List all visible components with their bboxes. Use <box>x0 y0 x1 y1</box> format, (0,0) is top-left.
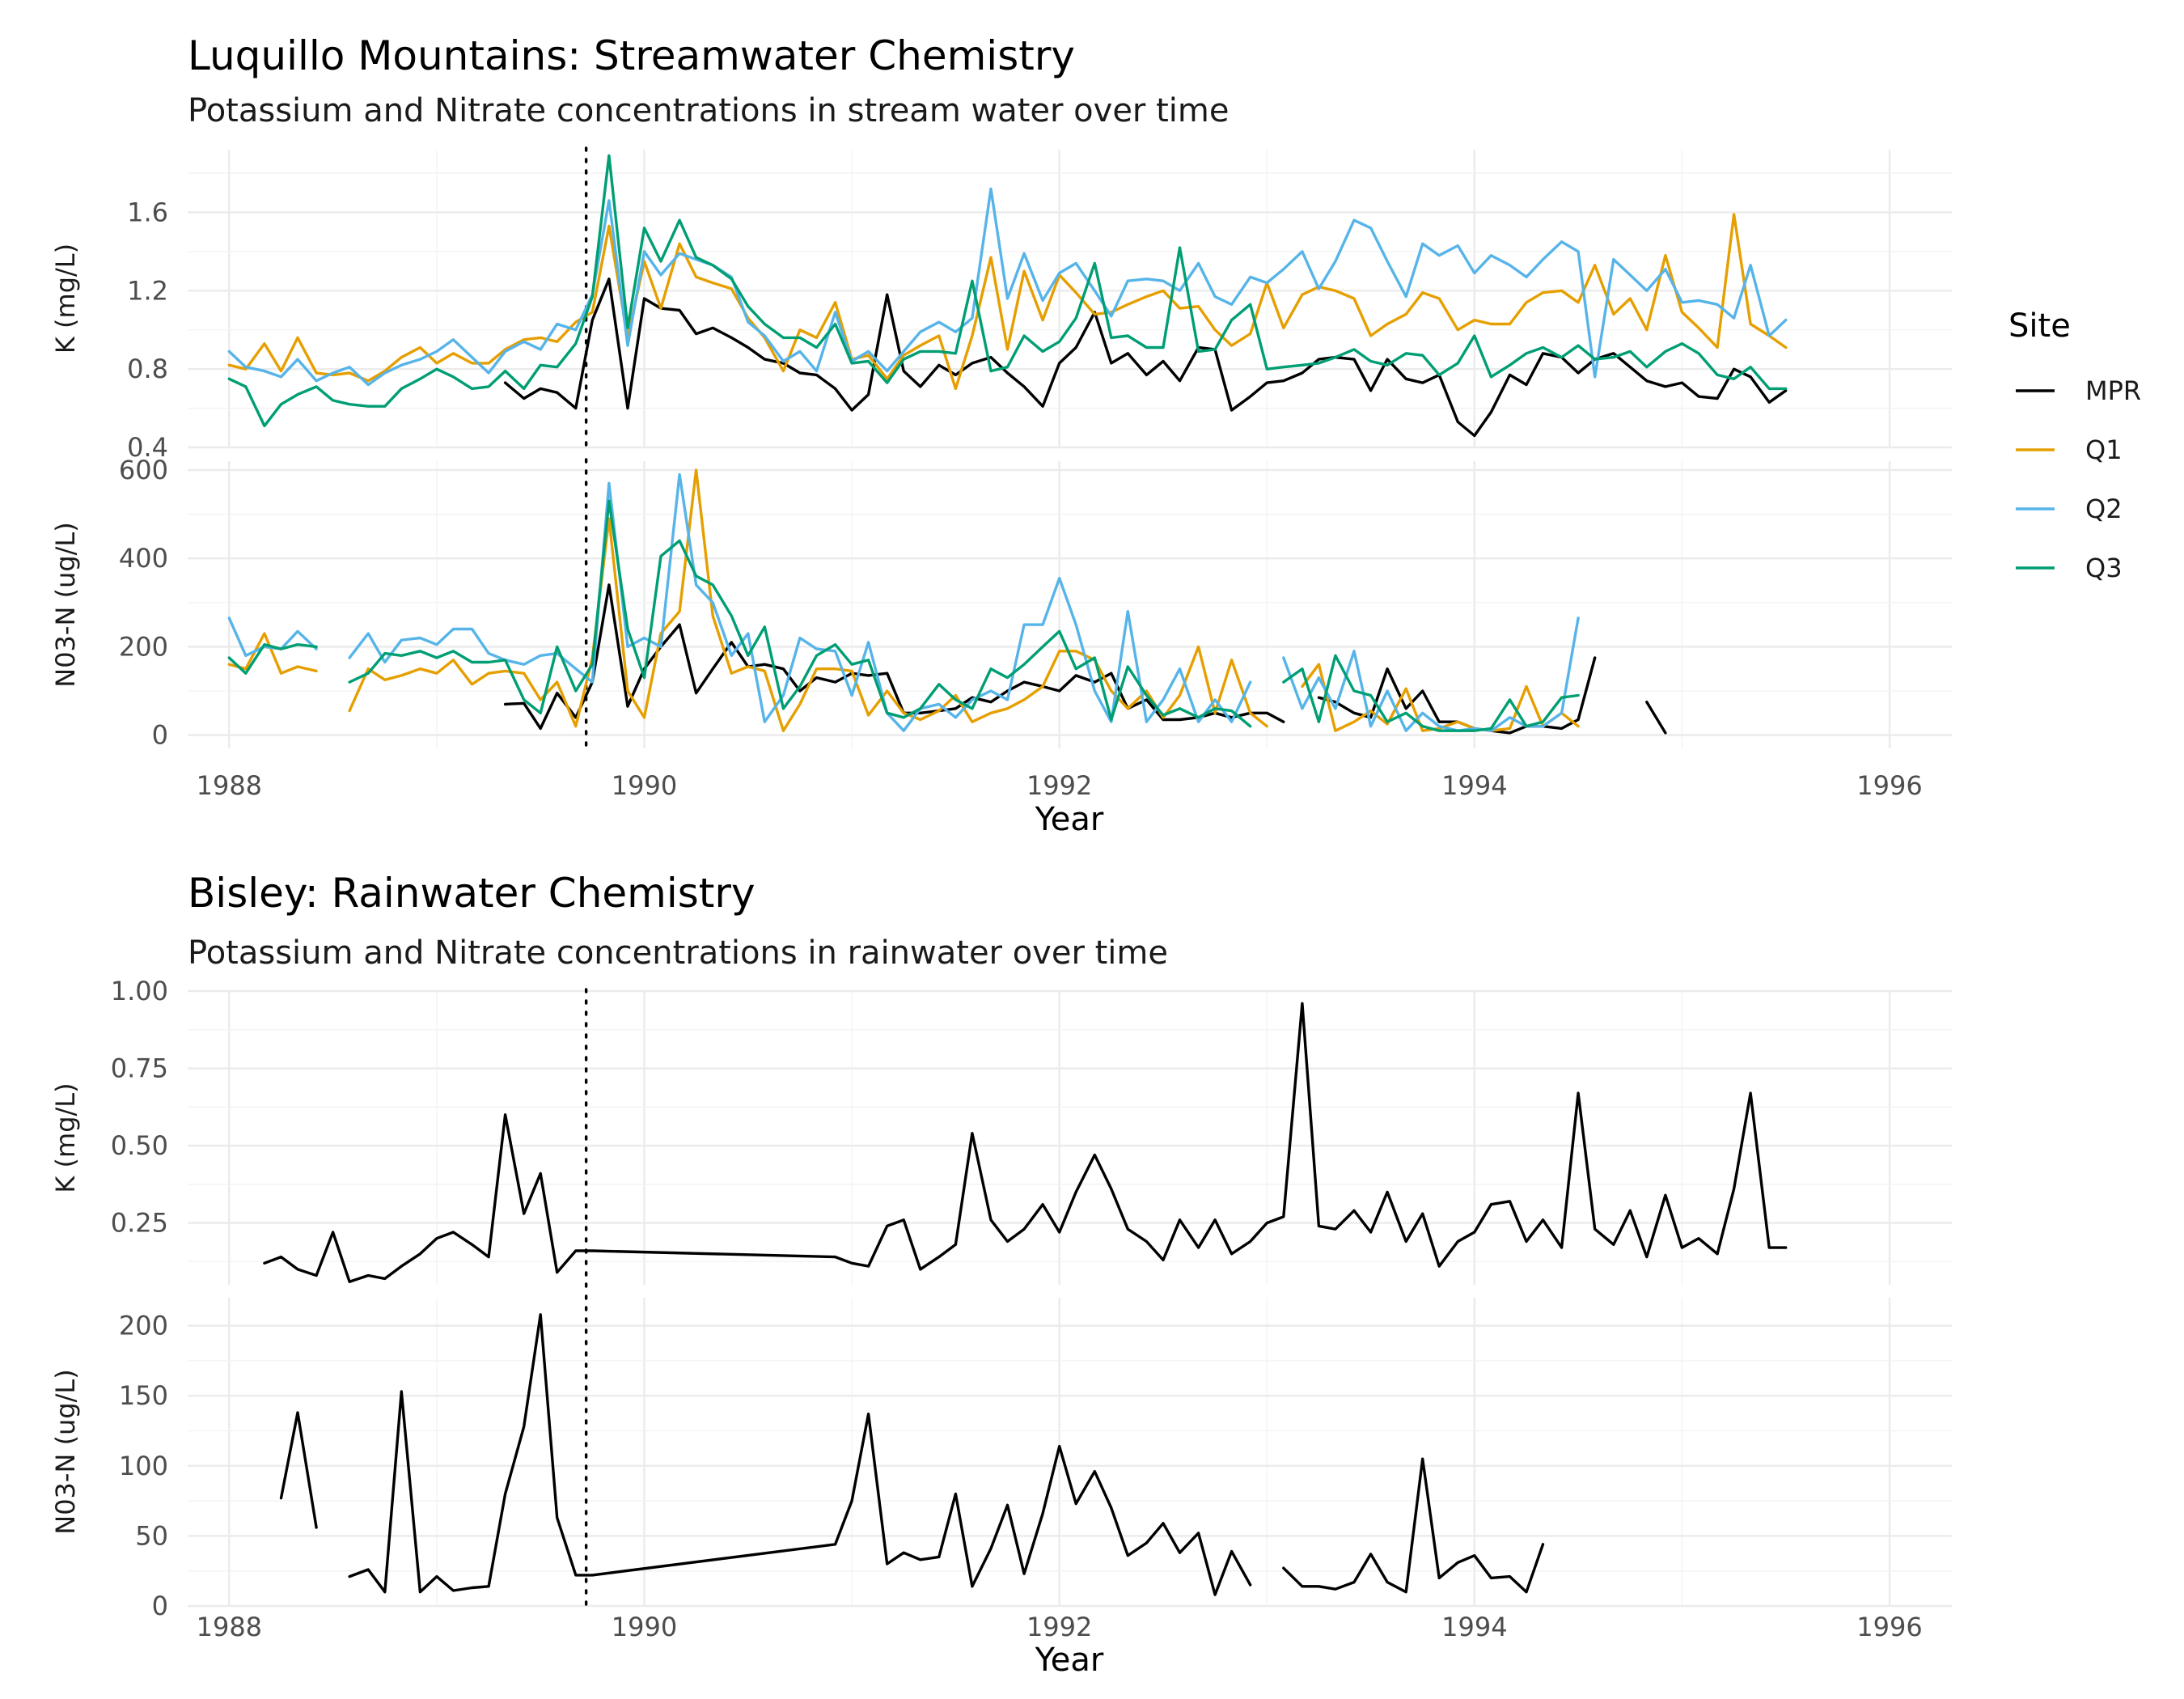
rainwater-subtitle: Potassium and Nitrate concentrations in … <box>188 934 1168 972</box>
y-tick-label: 0 <box>152 720 168 751</box>
y-axis-label: K (mg/L) <box>50 1083 81 1193</box>
series-line-q1 <box>227 632 318 675</box>
y-axis-label: K (mg/L) <box>50 244 81 354</box>
rainwater-title: Bisley: Rainwater Chemistry <box>188 870 756 917</box>
site-legend: Site MPR Q1 Q2 Q3 <box>2008 307 2141 583</box>
y-tick-label: 150 <box>119 1380 168 1411</box>
y-tick-label: 1.00 <box>111 976 168 1006</box>
x-tick-label: 1990 <box>612 770 677 801</box>
y-tick-label: 200 <box>119 631 168 662</box>
panel-1-1: 0 50 100 150 200 N03-N (ug/L) <box>50 1294 1952 1621</box>
x-tick-label: 1992 <box>1026 770 1092 801</box>
y-tick-label: 0.25 <box>111 1208 168 1239</box>
series-line-q2 <box>227 187 1788 387</box>
series-line-mpr <box>1645 701 1667 735</box>
streamwater-title: Luquillo Mountains: Streamwater Chemistr… <box>188 32 1075 79</box>
x-tick-label: 1988 <box>197 770 262 801</box>
x-tick-label: 1996 <box>1856 770 1922 801</box>
x-tick-label: 1994 <box>1441 1612 1507 1642</box>
series-line-q2 <box>348 472 1252 732</box>
y-tick-label: 600 <box>119 455 168 485</box>
y-axis-label: N03-N (ug/L) <box>50 522 81 687</box>
legend-label: MPR <box>2085 375 2141 406</box>
y-tick-label: 1.6 <box>127 197 168 227</box>
series-line-q1 <box>1301 663 1580 732</box>
series-line-q1 <box>348 468 1268 732</box>
y-tick-label: 200 <box>119 1311 168 1341</box>
series-line-q3 <box>348 499 1252 728</box>
panel-1-0: 0.25 0.50 0.75 1.00 K (mg/L) <box>50 976 1952 1288</box>
legend-label: Q3 <box>2085 553 2123 583</box>
legend-label: Q2 <box>2085 494 2123 524</box>
streamwater-x-axis-title: Year <box>1035 801 1104 838</box>
streamwater-subtitle: Potassium and Nitrate concentrations in … <box>188 92 1229 129</box>
y-axis-label: N03-N (ug/L) <box>50 1369 81 1534</box>
series-line-q3 <box>227 643 318 675</box>
legend-title: Site <box>2008 307 2071 345</box>
series-line-mpr <box>503 278 1788 438</box>
panel-0-1: 0 200 400 600 N03-N (ug/L) <box>50 455 1952 752</box>
series-line-mpr <box>1282 1457 1545 1594</box>
y-tick-label: 400 <box>119 543 168 574</box>
y-tick-label: 0.8 <box>127 354 168 384</box>
x-tick-label: 1996 <box>1856 1612 1922 1642</box>
series-line-mpr <box>348 1313 1252 1596</box>
rainwater-x-axis-title: Year <box>1035 1642 1104 1679</box>
series-line-mpr <box>263 1002 1788 1283</box>
y-tick-label: 0.4 <box>127 432 168 463</box>
y-tick-label: 1.2 <box>127 275 168 306</box>
legend-label: Q1 <box>2085 434 2123 465</box>
x-tick-label: 1992 <box>1026 1612 1092 1642</box>
y-tick-label: 0 <box>152 1591 168 1621</box>
y-tick-label: 0.75 <box>111 1053 168 1084</box>
x-tick-label: 1988 <box>197 1612 262 1642</box>
series-line-q3 <box>1282 654 1580 732</box>
series-line-q1 <box>227 213 1788 391</box>
x-tick-label: 1990 <box>612 1612 677 1642</box>
panel-0-0: 0.4 0.8 1.2 1.6 K (mg/L) <box>50 146 1952 463</box>
y-tick-label: 100 <box>119 1451 168 1481</box>
rainwater-figure: 0.25 0.50 0.75 1.00 K (mg/L) 0 50 100 150 200 N03-… <box>50 976 1952 1642</box>
series-line-mpr <box>279 1411 318 1529</box>
y-tick-label: 50 <box>135 1520 168 1551</box>
x-tick-label: 1994 <box>1441 770 1507 801</box>
series-line-q2 <box>1282 616 1580 732</box>
y-tick-label: 0.50 <box>111 1130 168 1161</box>
streamwater-figure: 0.4 0.8 1.2 1.6 K (mg/L) 0 200 400 600 N03-N (ug/… <box>50 146 1952 801</box>
series-line-q3 <box>227 154 1788 428</box>
